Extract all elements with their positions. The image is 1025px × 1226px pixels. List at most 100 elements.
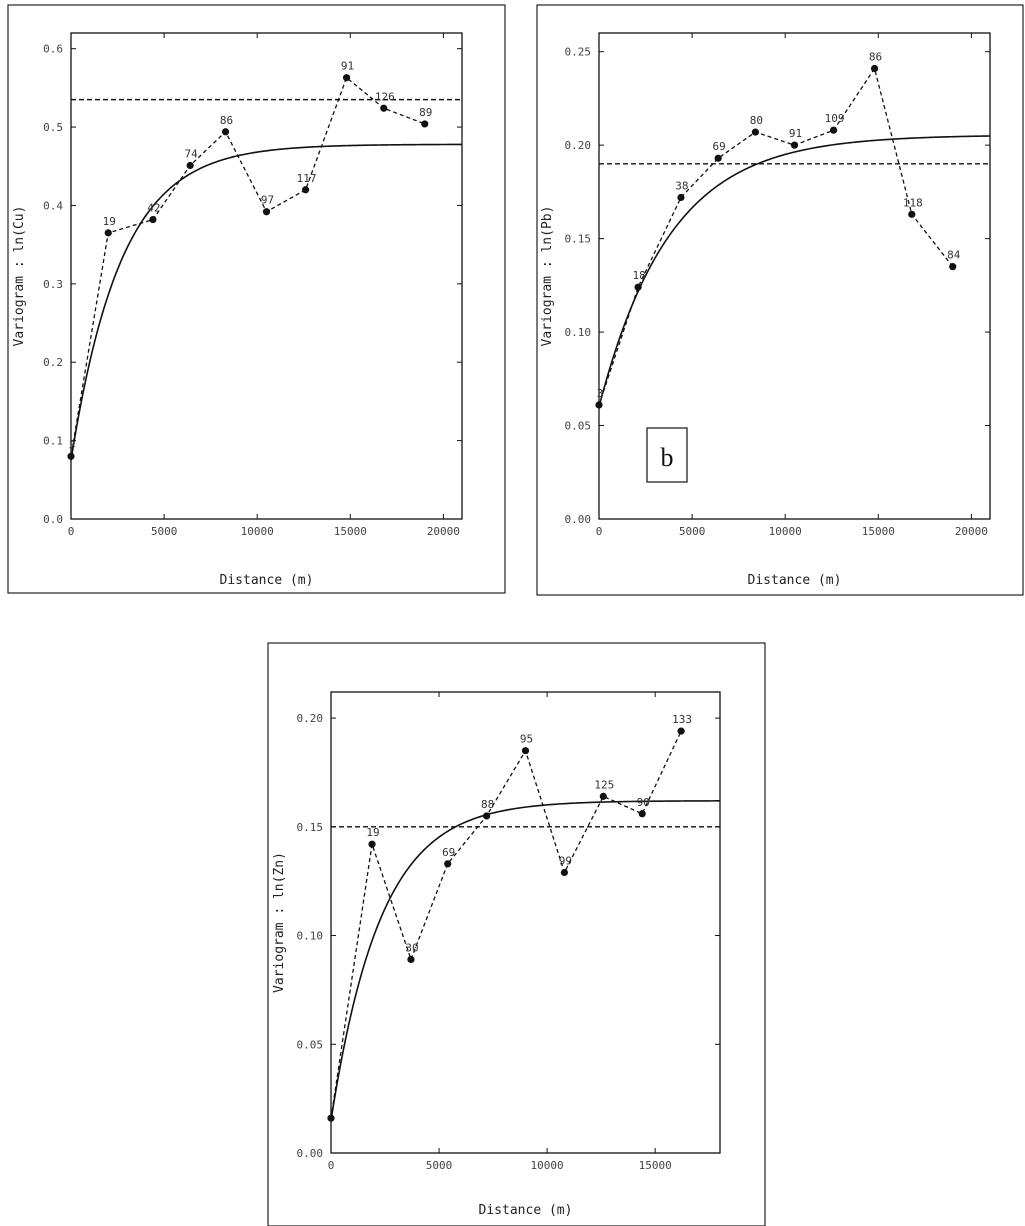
model-curve [70,143,463,461]
y-axis-label: Variogram : ln(Pb) [540,206,555,347]
panel-tag-box [646,427,688,483]
experimental-variogram-line [330,730,682,1119]
pair-count-label: 126 [375,90,395,103]
y-tick-label: 0.00 [297,1147,324,1160]
data-point [870,64,879,73]
y-tick-label: 0.1 [43,435,63,448]
data-point [262,208,271,216]
experimental-variogram-line [70,76,425,457]
x-tick-label: 10000 [769,525,802,538]
pair-count-label: 19 [366,826,379,839]
y-axis-label: Variogram : ln(Zn) [272,852,287,993]
y-tick-label: 0.2 [43,356,63,369]
pair-count-label: 109 [825,112,845,125]
data-point [521,747,530,755]
y-tick-label: 0.0 [43,513,63,526]
panel-tag-label: b [661,443,674,472]
data-point [327,1114,335,1122]
x-tick-label: 15000 [862,525,895,538]
pair-count-label: 86 [869,51,882,64]
pair-count-label: 117 [297,172,317,185]
x-tick-label: 10000 [241,525,274,538]
y-tick-label: 0.6 [43,43,63,56]
data-point [949,263,957,271]
data-point [67,452,75,460]
pair-count-label: 18 [632,269,645,282]
y-tick-label: 0.10 [297,930,324,943]
data-point [677,727,685,735]
pair-count-label: 69 [713,140,726,153]
x-tick-label: 15000 [334,525,367,538]
data-point [830,126,838,134]
pair-count-label: 69 [442,846,455,859]
data-point [221,128,230,136]
data-point [908,210,916,218]
data-point [302,186,310,194]
data-point [751,128,760,136]
data-point [790,141,799,149]
pair-count-label: 97 [261,194,274,207]
chart-panel-3: 0.00 0.05 0.10 0.15 0.20 0 5000 10000 15000 Dista… [267,642,766,1226]
x-tick-label: 5000 [426,1159,453,1172]
pair-count-label: 3 [69,438,76,451]
y-tick-label: 0.5 [43,121,63,134]
pair-count-label: 42 [147,202,160,215]
data-point [444,860,452,868]
model-curve [330,800,721,1121]
pair-count-label: 89 [419,106,432,119]
y-tick-label: 0.15 [565,233,592,246]
pair-count-label: 19 [103,215,116,228]
pair-count-label: 38 [675,179,688,192]
y-tick-label: 0.10 [565,326,592,339]
pair-count-label: 133 [672,713,692,726]
y-tick-label: 0.15 [297,821,324,834]
pair-count-label: 118 [903,196,923,209]
data-point [149,215,157,224]
panel-frame [7,4,506,594]
y-tick-label: 0.25 [565,46,592,59]
pair-count-label: 88 [481,798,494,811]
pair-count-label: 86 [220,114,233,127]
y-tick-label: 0.4 [43,199,63,212]
pair-count-label: 80 [750,114,763,127]
experimental-variogram-line [598,66,954,406]
x-axis-label: Distance (m) [220,573,314,588]
data-point [104,229,112,237]
data-point [560,868,569,877]
data-point [677,193,685,202]
plot-area-border [598,32,991,520]
y-tick-label: 0.05 [565,420,592,433]
x-tick-label: 0 [596,525,603,538]
panel-frame [267,642,766,1226]
pair-count-label: 99 [559,854,572,867]
x-tick-label: 20000 [955,525,988,538]
y-tick-label: 0.00 [565,513,592,526]
data-point [407,955,415,964]
pair-count-label: 3 [597,387,604,400]
plot-area-border [70,32,463,520]
data-point [483,812,491,820]
data-point [599,792,607,800]
x-axis-label: Distance (m) [479,1203,573,1218]
plot-area-border [330,691,721,1154]
data-point [186,161,194,170]
y-tick-label: 0.3 [43,278,63,291]
pair-count-label: 91 [789,127,802,140]
x-tick-label: 0 [68,525,75,538]
data-point [342,74,351,82]
x-tick-label: 20000 [427,525,460,538]
y-tick-label: 0.05 [297,1038,324,1051]
data-point [368,840,376,848]
pair-count-label: 84 [947,249,961,262]
chart-panel-1: 0.0 0.1 0.2 0.3 0.4 0.5 0.6 0 5000 10000 15000 2000… [7,4,506,594]
y-axis-label: Variogram : ln(Cu) [12,206,27,347]
pair-count-label: 30 [405,941,418,954]
x-tick-label: 5000 [679,525,706,538]
chart-panel-2: 0.00 0.05 0.10 0.15 0.20 0.25 0 5000 10000 15000 2… [536,4,1024,596]
data-point [638,810,646,818]
data-point [380,104,388,112]
y-tick-label: 0.20 [565,139,592,152]
x-tick-label: 15000 [639,1159,672,1172]
x-tick-label: 5000 [151,525,178,538]
